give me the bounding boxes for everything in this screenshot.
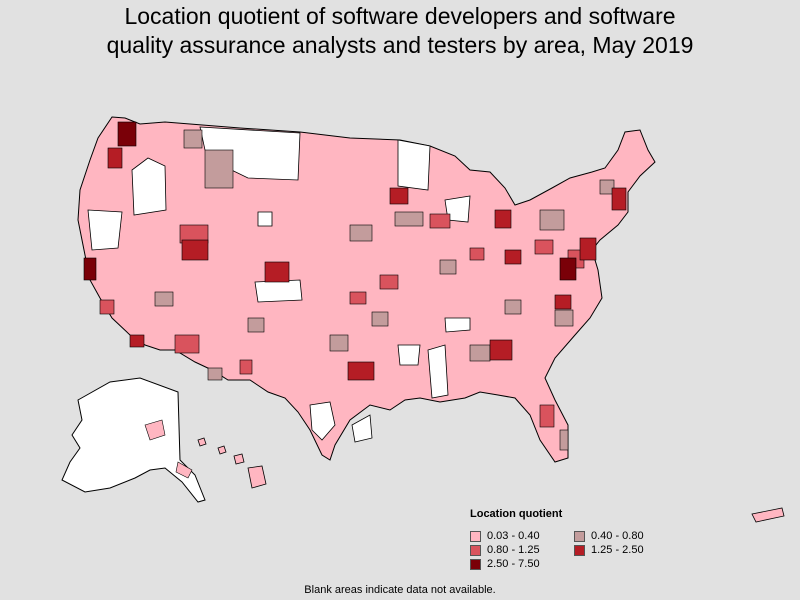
- legend-swatch: [470, 544, 481, 556]
- alaska: [61, 377, 206, 503]
- no-data-north-dakota-east: [397, 139, 431, 191]
- no-data-wyoming: [257, 211, 273, 227]
- legend-label: 1.25 - 2.50: [591, 544, 644, 556]
- alaska-area-anchorage: [144, 419, 166, 441]
- no-data-mississippi: [427, 344, 449, 399]
- legend-swatch: [470, 530, 481, 542]
- map-title: Location quotient of software developers…: [0, 2, 800, 60]
- legend-item-3: 1.25 - 2.50: [574, 544, 694, 556]
- no-data-michigan-up: [444, 195, 471, 223]
- no-data-oregon-east: [87, 209, 123, 251]
- legend-swatch: [574, 544, 585, 556]
- lq-040-080-areas: [154, 129, 615, 451]
- puerto-rico: [751, 507, 785, 523]
- legend: Location quotient 0.03 - 0.40 0.40 - 0.8…: [470, 508, 730, 570]
- legend-grid: 0.03 - 0.40 0.40 - 0.80 0.80 - 1.25 1.25…: [470, 530, 730, 570]
- no-data-tennessee: [444, 317, 471, 333]
- legend-swatch: [470, 558, 481, 570]
- legend-title: Location quotient: [470, 508, 563, 520]
- legend-item-2: 0.80 - 1.25: [470, 544, 574, 556]
- footnote: Blank areas indicate data not available.: [304, 584, 496, 596]
- no-data-texas-south: [309, 401, 336, 441]
- no-data-arkansas: [397, 344, 421, 366]
- title-line-1: Location quotient of software developers…: [124, 3, 676, 29]
- legend-item-0: 0.03 - 0.40: [470, 530, 574, 542]
- lq-250-750-areas: [83, 121, 577, 281]
- no-data-idaho: [131, 157, 167, 216]
- contiguous-us: [77, 116, 656, 463]
- no-data-colorado-sw: [254, 279, 303, 303]
- lq-125-250-areas: [107, 147, 627, 381]
- alaska-area-southeast: [175, 461, 193, 479]
- legend-item-1: 0.40 - 0.80: [574, 530, 694, 542]
- legend-label: 2.50 - 7.50: [487, 558, 540, 570]
- title-line-2: quality assurance analysts and testers b…: [106, 32, 694, 58]
- legend-label: 0.40 - 0.80: [591, 530, 644, 542]
- no-data-texas-coast: [351, 414, 373, 443]
- lq-080-125-areas: [99, 213, 585, 428]
- legend-label: 0.03 - 0.40: [487, 530, 540, 542]
- legend-item-4: 2.50 - 7.50: [470, 558, 574, 570]
- legend-swatch: [574, 530, 585, 542]
- hawaii: [197, 437, 267, 489]
- legend-label: 0.80 - 1.25: [487, 544, 540, 556]
